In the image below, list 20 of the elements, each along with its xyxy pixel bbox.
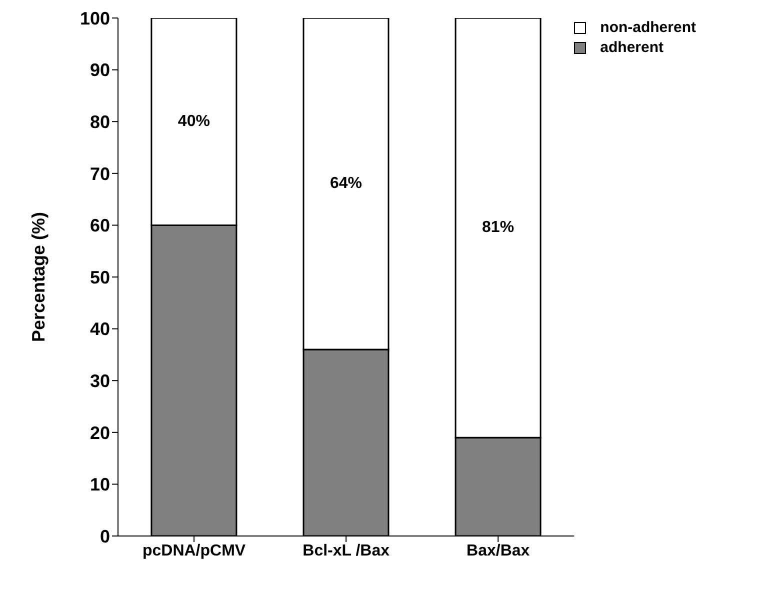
y-tick-label: 100 [80,8,110,28]
y-tick-label: 60 [90,216,110,236]
data-label: 40% [178,112,210,130]
y-tick-label: 30 [90,370,110,391]
y-axis-title: Percentage (%) [28,212,48,342]
y-tick-label: 10 [90,474,110,495]
x-tick-label: Bax/Bax [466,542,530,560]
y-tick-label: 20 [90,422,110,443]
y-tick-label: 50 [90,267,110,288]
x-tick-label: pcDNA/pCMV [142,542,246,560]
y-tick-label: 90 [90,60,110,80]
y-tick-label: 0 [100,526,110,546]
x-tick-label: Bcl-xL /Bax [302,542,390,560]
y-tick-label: 80 [90,112,110,132]
data-label: 81% [482,219,514,236]
data-label: 64% [330,174,362,192]
y-tick-label: 40 [90,319,110,340]
y-tick-label: 70 [90,164,110,184]
legend-label: non-adherent [600,18,696,38]
legend-label: adherent [600,38,664,58]
